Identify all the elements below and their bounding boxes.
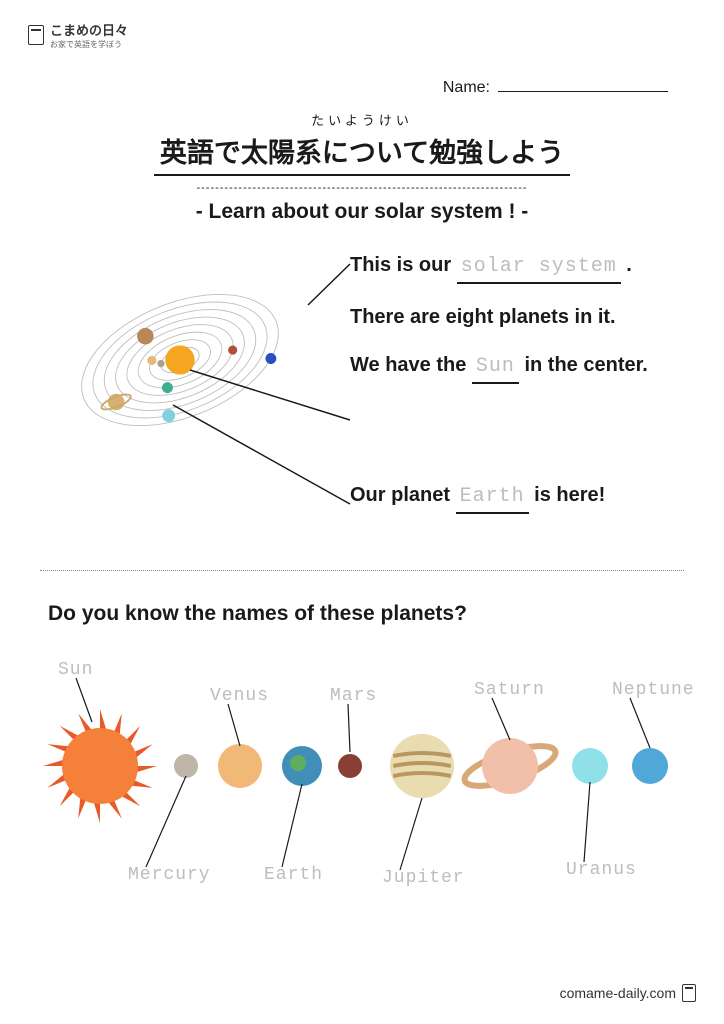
question-heading: Do you know the names of these planets?	[48, 602, 467, 626]
name-label: Name:	[443, 79, 490, 97]
solar-system-diagram	[40, 250, 320, 470]
title-block: たいようけい 英語で太陽系について勉強しよう -----------------…	[0, 110, 724, 224]
name-field: Name:	[443, 72, 668, 97]
planet-label-jupiter[interactable]: Jupiter	[382, 868, 465, 888]
text-1b: .	[621, 254, 632, 276]
notebook-icon	[682, 984, 696, 1002]
title-japanese: 英語で太陽系について勉強しよう	[154, 131, 570, 176]
blank-earth[interactable]: Earth	[456, 482, 529, 514]
name-input-line[interactable]	[498, 72, 668, 92]
text-1a: This is our	[350, 254, 457, 276]
blank-sun[interactable]: Sun	[472, 352, 519, 384]
planet-label-uranus[interactable]: Uranus	[566, 860, 637, 880]
planet-label-mars[interactable]: Mars	[330, 686, 377, 706]
planet-label-saturn[interactable]: Saturn	[474, 680, 545, 700]
planet-label-neptune[interactable]: Neptune	[612, 680, 695, 700]
logo-title: こまめの日々	[50, 20, 128, 39]
planet-label-venus[interactable]: Venus	[210, 686, 269, 706]
body-text: This is our solar system . There are eig…	[350, 250, 684, 402]
text-4b: is here!	[529, 484, 606, 506]
blank-solar-system[interactable]: solar system	[457, 252, 621, 284]
title-english: - Learn about our solar system ! -	[0, 200, 724, 224]
text-3b: in the center.	[519, 354, 648, 376]
title-furigana: たいようけい	[0, 110, 724, 129]
text-3a: We have the	[350, 354, 472, 376]
planet-label-sun[interactable]: Sun	[58, 660, 93, 680]
planets-row: Sun Mercury Venus Earth Mars Jupiter Saturn Ura…	[30, 650, 694, 910]
text-2: There are eight planets in it.	[350, 302, 684, 332]
header-logo: こまめの日々 お家で英語を学ぼう	[28, 20, 128, 50]
notebook-icon	[28, 25, 44, 45]
text-4a: Our planet	[350, 484, 456, 506]
footer-url: comame-daily.com	[560, 985, 676, 1001]
title-dashes: ----------------------------------------…	[0, 182, 724, 194]
planet-label-earth[interactable]: Earth	[264, 865, 323, 885]
section-divider	[40, 570, 684, 571]
planet-label-mercury[interactable]: Mercury	[128, 865, 211, 885]
footer: comame-daily.com	[560, 984, 696, 1002]
logo-subtitle: お家で英語を学ぼう	[50, 39, 128, 50]
